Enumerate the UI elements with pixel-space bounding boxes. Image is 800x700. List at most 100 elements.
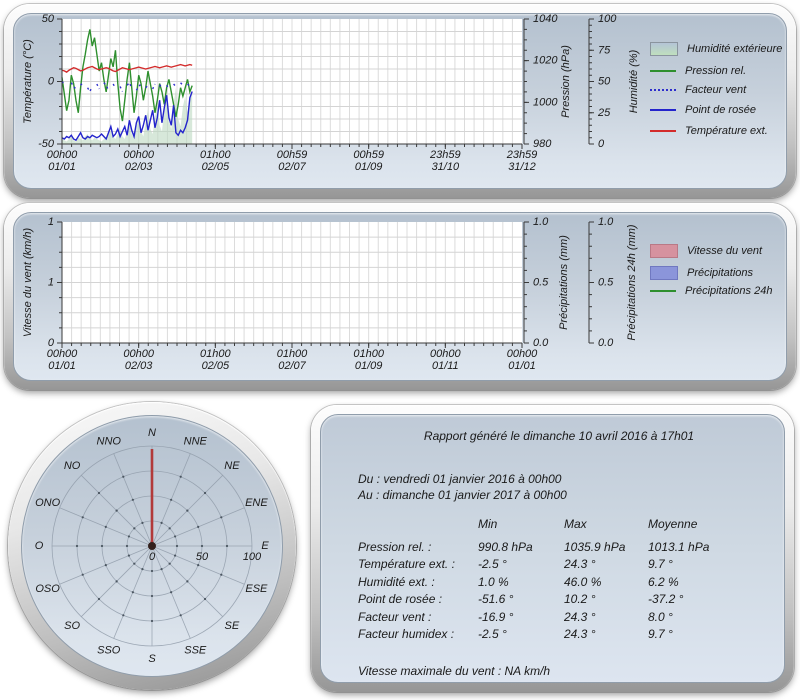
svg-text:00h00: 00h00 (507, 348, 538, 360)
row-avg: 1013.1 hPa (648, 539, 710, 554)
svg-text:02/05: 02/05 (202, 360, 230, 372)
svg-text:Température (°C): Température (°C) (22, 39, 34, 124)
svg-text:00h00: 00h00 (430, 348, 461, 360)
row-label: Température ext. : (358, 557, 455, 571)
report-title: Rapport généré le dimanche 10 avril 2016… (423, 429, 695, 443)
report-content: Rapport généré le dimanche 10 avril 2016… (321, 415, 784, 682)
legend-item-humidite-exterieure: Humidité extérieure (650, 39, 782, 59)
row-avg: -37.2 ° (648, 592, 684, 606)
grid (62, 222, 522, 343)
chart2-legend: Vitesse du vent Précipitations Précipita… (650, 213, 786, 380)
precipitation-axis-labels: 1.0 0.5 0.0 Précipitations (mm) (533, 216, 570, 349)
row-min: 1.0 % (478, 574, 509, 589)
svg-text:01/09: 01/09 (355, 161, 383, 173)
temperature-line-swatch (650, 130, 676, 132)
svg-text:01h00: 01h00 (353, 348, 384, 360)
svg-text:ONO: ONO (35, 497, 61, 509)
report-header-spacer (358, 516, 478, 534)
svg-text:1: 1 (48, 216, 54, 228)
svg-text:00h00: 00h00 (47, 348, 78, 360)
svg-text:O: O (35, 540, 44, 552)
svg-text:Humidité (%): Humidité (%) (628, 49, 640, 113)
legend-item-precipitations: Précipitations (650, 263, 753, 283)
svg-text:00h59: 00h59 (277, 149, 308, 161)
pressure-line (61, 29, 193, 122)
svg-text:01/09: 01/09 (355, 360, 383, 372)
svg-text:1020: 1020 (533, 55, 558, 67)
row-avg: 9.7 ° (648, 627, 673, 641)
report-header-avg: Moyenne (648, 517, 698, 531)
row-max: 1035.9 hPa (564, 539, 626, 554)
report-table-header: Min Max Moyenne (358, 516, 760, 534)
precipitation-axis (523, 221, 529, 344)
legend-label: Précipitations 24h (685, 285, 773, 297)
svg-text:00h59: 00h59 (353, 149, 384, 161)
wind-factor-line (80, 82, 84, 86)
y-axis-labels: 1 1 0 Vitesse du vent (km/h) (22, 216, 55, 349)
row-max: 24.3 ° (564, 609, 596, 624)
wind-factor-line (103, 82, 110, 91)
row-max: 24.3 ° (564, 557, 596, 571)
svg-text:31/12: 31/12 (508, 161, 536, 173)
legend-label: Humidité extérieure (687, 43, 783, 55)
legend-label: Point de rosée (685, 104, 756, 116)
svg-text:-50: -50 (38, 138, 55, 150)
wind-factor-line (173, 83, 177, 87)
svg-text:01h00: 01h00 (200, 149, 231, 161)
wind-factor-line (152, 83, 156, 90)
legend-label: Vitesse du vent (687, 245, 763, 257)
svg-text:NNE: NNE (184, 436, 208, 448)
wind-factor-line (112, 83, 117, 89)
svg-text:S: S (148, 653, 156, 665)
row-min: 990.8 hPa (478, 539, 533, 554)
legend-label: Précipitations (687, 267, 754, 279)
svg-text:NNO: NNO (97, 436, 122, 448)
svg-text:Pression (hPa): Pression (hPa) (560, 45, 572, 118)
wind-rose-panel-inner: N NNE NE ENE E ESE SE SSE S SSO SO OSO O ONO NO NNO 0 50 1… (21, 415, 283, 677)
svg-text:1.0: 1.0 (533, 216, 549, 228)
svg-text:02/07: 02/07 (278, 161, 306, 173)
svg-text:01/01: 01/01 (508, 360, 536, 372)
row-label: Point de rosée : (358, 592, 443, 606)
svg-text:Précipitations (mm): Précipitations (mm) (558, 235, 570, 330)
precipitation-box-swatch (650, 266, 678, 280)
report-period-from: Du : vendredi 01 janvier 2016 à 00h00 (358, 472, 562, 486)
svg-text:01/11: 01/11 (432, 360, 459, 372)
dew-point-line (61, 91, 193, 142)
report-panel-inner: Rapport généré le dimanche 10 avril 2016… (320, 414, 785, 683)
svg-text:50: 50 (598, 76, 611, 88)
axes (57, 221, 523, 348)
rose-direction-labels: N NNE NE ENE E ESE SE SSE S SSO SO OSO O ONO NO NNO (35, 427, 270, 665)
wind-factor-line (70, 82, 77, 90)
svg-text:02/03: 02/03 (125, 360, 153, 372)
svg-text:0: 0 (149, 551, 156, 563)
svg-text:100: 100 (598, 14, 617, 25)
row-label: Facteur humidex : (358, 627, 455, 641)
row-max: 10.2 ° (564, 592, 596, 606)
svg-text:OSO: OSO (35, 583, 60, 595)
axes (57, 18, 523, 149)
precipitation-24h-axis-labels: 1.0 0.5 0.0 Précipitations 24h (mm) (598, 216, 638, 349)
wind-precipitation-chart-panel: 1 1 0 Vitesse du vent (km/h) 00h00 01/01 00h00… (4, 203, 796, 390)
report-period: Du : vendredi 01 janvier 2016 à 00h00 Au… (358, 471, 760, 503)
humidity-area-swatch (650, 42, 678, 56)
legend-item-point-de-rosee: Point de rosée (650, 100, 756, 120)
wind-factor-line (187, 83, 191, 87)
wind-factor-line (126, 81, 133, 89)
svg-text:02/03: 02/03 (125, 161, 153, 173)
humidity-axis-labels: 100 75 50 25 0 Humidité (%) (597, 14, 640, 150)
pressure-line-swatch (650, 70, 676, 72)
legend-label: Facteur vent (685, 84, 747, 96)
precipitation-24h-axis (588, 221, 594, 344)
svg-text:23h59: 23h59 (429, 149, 461, 161)
report-header-max: Max (564, 517, 587, 531)
wind-speed-box-swatch (650, 244, 678, 258)
legend-item-precipitations-24h: Précipitations 24h (650, 281, 772, 301)
y-axis-labels: 50 0 -50 Température (°C) (22, 14, 55, 150)
svg-text:N: N (148, 427, 156, 439)
row-label: Humidité ext. : (358, 574, 435, 589)
wind-factor-line (86, 86, 93, 93)
report-wind-max: Vitesse maximale du vent : NA km/h (358, 663, 551, 678)
pressure-axis-labels: 1040 1020 1000 980 Pression (hPa) (533, 14, 572, 150)
wind-rose-panel: N NNE NE ENE E ESE SE SSE S SSO SO OSO O ONO NO NNO 0 50 1… (8, 402, 296, 690)
